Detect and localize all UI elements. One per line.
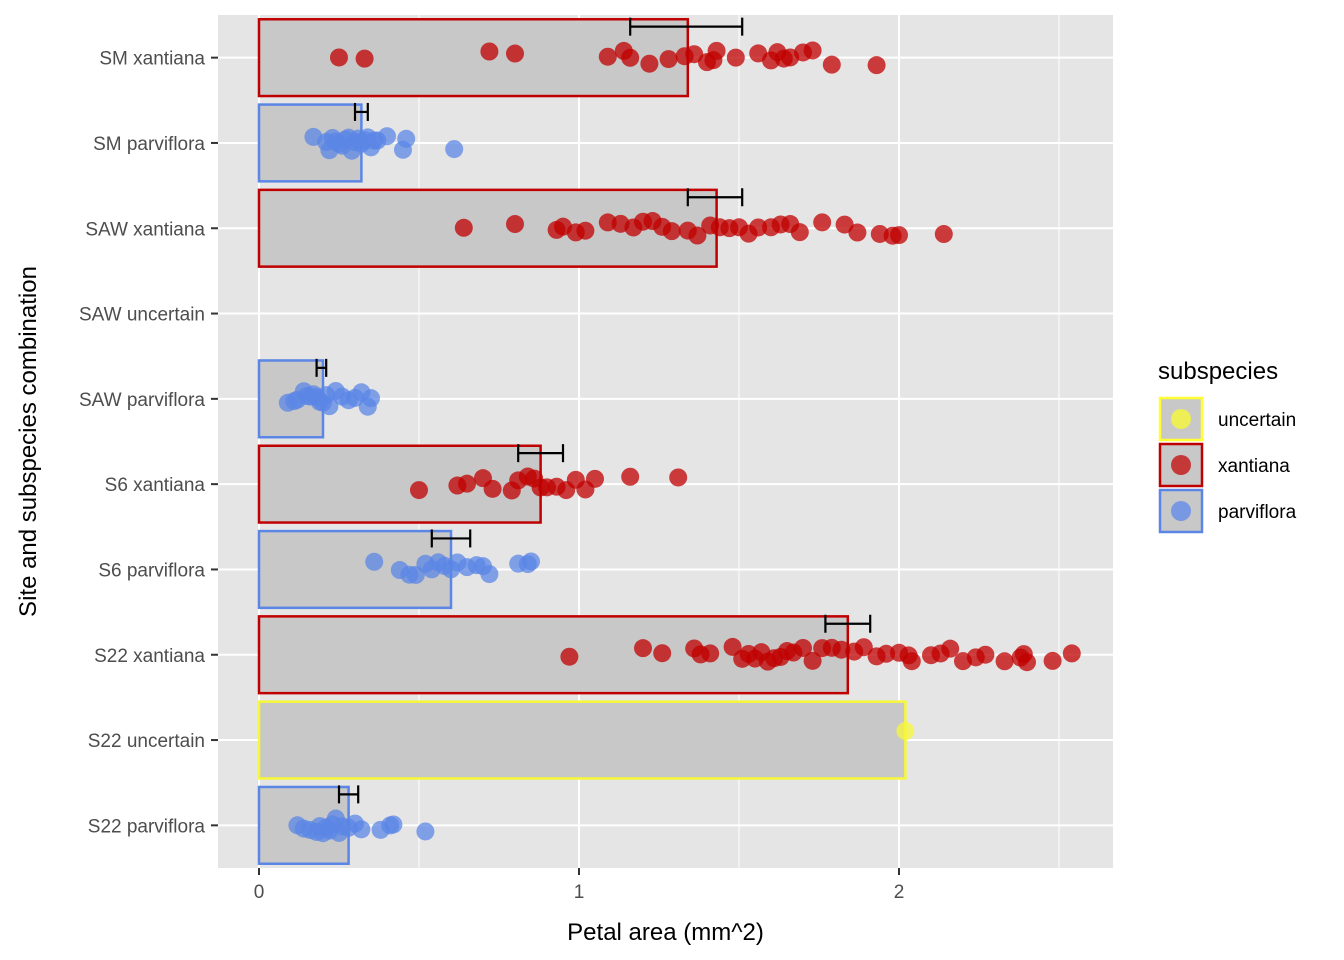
data-point (614, 41, 633, 60)
data-point (480, 565, 499, 584)
data-point (586, 469, 604, 488)
data-point (995, 652, 1014, 671)
data-point (1043, 651, 1062, 670)
data-point (934, 225, 953, 244)
y-tick-label: SAW uncertain (79, 305, 205, 326)
data-point (902, 652, 921, 671)
data-point (522, 552, 540, 571)
y-tick-label: S6 xantiana (105, 475, 206, 496)
data-point (848, 223, 867, 242)
data-point (669, 468, 688, 487)
y-tick-label: SAW parviflora (79, 390, 205, 411)
data-point (480, 42, 499, 61)
legend-key-point (1171, 455, 1191, 475)
data-point (1018, 653, 1036, 672)
data-point (397, 129, 416, 148)
error-bar (517, 444, 565, 463)
error-bar (629, 17, 744, 36)
data-point (560, 647, 579, 666)
data-point (640, 54, 659, 73)
data-points (278, 41, 1081, 843)
data-point (384, 815, 403, 834)
legend-label: uncertain (1218, 410, 1296, 431)
data-point (653, 644, 672, 663)
legend-item-xantiana: xantiana (1158, 442, 1290, 488)
error-bar (353, 102, 369, 121)
legend-key-point (1171, 501, 1191, 521)
legend: subspecies uncertain xantiana parviflora (1158, 358, 1297, 534)
data-point (877, 644, 896, 663)
data-point (867, 56, 886, 75)
error-bar (686, 188, 744, 207)
error-bar (824, 614, 872, 633)
data-point (813, 213, 832, 232)
y-tick-label: S6 parviflora (98, 560, 205, 581)
legend-key-point (1171, 409, 1191, 429)
data-point (454, 218, 473, 237)
data-point (794, 638, 812, 657)
data-point (707, 41, 726, 60)
error-bar (337, 785, 360, 804)
legend-title: subspecies (1158, 358, 1278, 385)
data-point (822, 55, 841, 74)
data-point (330, 48, 348, 67)
y-tick-label: S22 xantiana (94, 646, 205, 667)
data-point (355, 49, 374, 68)
axes: 0 1 2 S22 parviflora S22 uncertain S22 xantia… (79, 49, 904, 903)
y-tick-label: S22 uncertain (88, 731, 205, 752)
y-axis-title: Site and subspecies combination (15, 266, 42, 617)
data-point (506, 44, 524, 63)
data-point (976, 645, 995, 664)
data-point (896, 722, 915, 741)
data-point (803, 41, 822, 60)
data-point (803, 651, 822, 670)
data-point (458, 474, 476, 493)
data-point (634, 639, 652, 658)
data-point (621, 467, 640, 486)
data-point (854, 638, 873, 657)
y-tick-label: SAW xantiana (85, 219, 205, 240)
legend-label: parviflora (1218, 502, 1297, 523)
data-point (445, 140, 464, 159)
data-point (506, 215, 524, 234)
data-point (890, 226, 908, 245)
data-point (352, 820, 371, 839)
y-tick-label: SM xantiana (99, 49, 205, 70)
data-point (941, 639, 960, 658)
data-point (378, 127, 396, 146)
data-point (726, 48, 745, 67)
legend-item-uncertain: uncertain (1158, 396, 1296, 442)
data-point (723, 637, 742, 656)
y-tick-label: S22 parviflora (88, 816, 206, 837)
data-point (790, 223, 809, 242)
legend-label: xantiana (1218, 456, 1290, 477)
data-point (749, 218, 768, 237)
data-point (701, 644, 720, 663)
data-point (320, 397, 339, 416)
y-tick-label: SM parviflora (93, 134, 205, 155)
data-point (362, 389, 380, 408)
x-tick-label: 1 (574, 882, 585, 903)
data-point (410, 481, 428, 500)
error-bars (315, 17, 872, 804)
data-point (365, 552, 384, 571)
data-point (662, 222, 681, 241)
data-point (483, 479, 502, 498)
data-point (659, 50, 678, 69)
data-point (1062, 644, 1081, 663)
legend-item-parviflora: parviflora (1158, 488, 1297, 534)
x-tick-label: 2 (894, 882, 905, 903)
data-point (576, 221, 595, 240)
x-axis-title: Petal area (mm^2) (567, 919, 764, 946)
error-bar (430, 529, 472, 548)
error-bar (315, 358, 328, 377)
data-point (598, 47, 617, 66)
data-point (416, 822, 435, 841)
data-point (688, 226, 707, 245)
bar (257, 700, 907, 780)
x-tick-label: 0 (254, 882, 265, 903)
